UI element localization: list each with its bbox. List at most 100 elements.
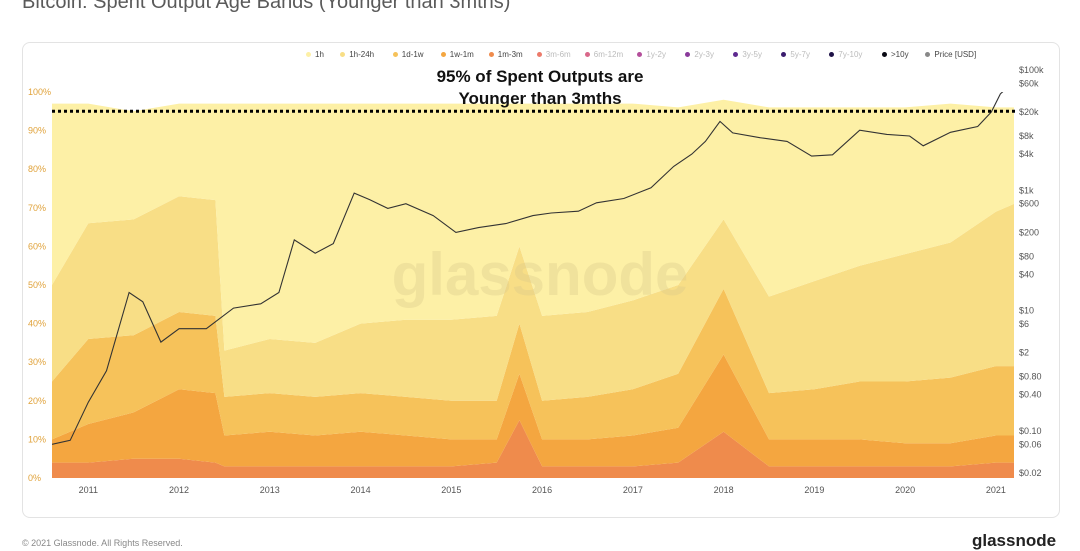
y-tick-label: 0% [28, 473, 41, 483]
y-tick-label: 50% [28, 280, 46, 290]
price-tick-label: $0.10 [1019, 426, 1042, 436]
x-tick-label: 2019 [804, 485, 824, 495]
y-axis-right-price: $100k $60k $20k $8k $4k $1k $600 $200 $80 $40 $10 $… [1019, 65, 1044, 478]
price-tick-label: $6 [1019, 319, 1029, 329]
y-tick-label: 30% [28, 357, 46, 367]
price-tick-label: $20k [1019, 107, 1039, 117]
legend-item-1m-3m[interactable]: 1m-3m [488, 49, 523, 61]
price-tick-label: $60k [1019, 78, 1039, 88]
legend-label: 1h [315, 50, 324, 59]
x-tick-label: 2021 [986, 485, 1006, 495]
area-series-1w-1m [52, 354, 1014, 467]
legend-item-3m-6m[interactable]: 3m-6m [536, 49, 571, 61]
legend-swatch [536, 52, 542, 58]
price-tick-label: $200 [1019, 227, 1039, 237]
legend-label: Price [USD] [934, 50, 977, 59]
x-tick-label: 2016 [532, 485, 552, 495]
legend-swatch [392, 52, 398, 58]
y-tick-label: 80% [28, 164, 46, 174]
legend-swatch [925, 52, 931, 58]
legend-label: 2y-3y [694, 50, 714, 59]
legend-swatch [685, 52, 691, 58]
legend-label: 1w-1m [449, 50, 474, 59]
x-tick-label: 2011 [79, 485, 98, 495]
y-tick-label: 60% [28, 241, 46, 251]
price-tick-label: $0.02 [1019, 468, 1042, 478]
legend-swatch [340, 52, 346, 58]
area-series-1d-1w [52, 288, 1014, 444]
legend-item-price-usd[interactable]: Price [USD] [925, 49, 976, 61]
x-tick-label: 2020 [895, 485, 915, 495]
annotation-line-1: 95% of Spent Outputs are [437, 67, 644, 86]
legend-swatch [637, 52, 643, 58]
legend-item-7y-10y[interactable]: 7y-10y [829, 49, 862, 61]
x-tick-label: 2017 [623, 485, 643, 495]
y-tick-label: 40% [28, 319, 46, 329]
price-tick-label: $0.80 [1019, 372, 1042, 382]
price-tick-label: $100k [1019, 65, 1044, 75]
x-tick-label: 2015 [441, 485, 461, 495]
footer-copyright: © 2021 Glassnode. All Rights Reserved. [22, 538, 183, 548]
price-tick-label: $600 [1019, 199, 1039, 209]
legend-item-10y[interactable]: >10y [882, 49, 909, 61]
x-axis-years: 2011 2012 2013 2014 2015 2016 2017 2018 2019 2020… [79, 485, 1006, 495]
y-tick-label: 90% [28, 126, 46, 136]
legend-label: 3m-6m [545, 50, 571, 59]
price-tick-label: $40 [1019, 269, 1034, 279]
y-tick-label: 20% [28, 396, 46, 406]
legend-label: 7y-10y [838, 50, 863, 59]
legend-item-5y-7y[interactable]: 5y-7y [781, 49, 810, 61]
price-tick-label: $8k [1019, 131, 1034, 141]
legend-item-2y-3y[interactable]: 2y-3y [685, 49, 714, 61]
legend-item-3y-5y[interactable]: 3y-5y [733, 49, 762, 61]
footer-brand-logo: glassnode [972, 531, 1057, 550]
area-series-1h [52, 99, 1014, 351]
legend-item-1y-2y[interactable]: 1y-2y [637, 49, 666, 61]
legend-swatch [781, 52, 787, 58]
watermark-text: glassnode [392, 241, 689, 308]
legend-swatch [488, 52, 494, 58]
legend-label: 3y-5y [742, 50, 762, 59]
legend-label: 5y-7y [790, 50, 810, 59]
legend-swatch [584, 52, 590, 58]
legend-swatch [440, 52, 446, 58]
annotation-line-2: Younger than 3mths [458, 89, 621, 108]
x-tick-label: 2018 [714, 485, 734, 495]
page-title: Bitcoin: Spent Output Age Bands (Younger… [22, 0, 511, 13]
legend-label: 1h-24h [349, 50, 375, 59]
legend-item-1d-1w[interactable]: 1d-1w [392, 49, 424, 61]
y-tick-label: 100% [28, 87, 51, 97]
stacked-areas [52, 99, 1014, 478]
legend-item-1h-24h[interactable]: 1h-24h [340, 49, 374, 61]
legend-swatch [829, 52, 835, 58]
price-line-group [52, 92, 1004, 445]
price-tick-label: $80 [1019, 251, 1034, 261]
legend-label: 1d-1w [401, 50, 424, 59]
x-tick-label: 2012 [169, 485, 189, 495]
legend-label: 6m-12m [593, 50, 624, 59]
price-tick-label: $10 [1019, 306, 1034, 316]
legend-swatch [882, 52, 887, 58]
x-tick-label: 2014 [351, 485, 371, 495]
y-tick-label: 70% [28, 203, 46, 213]
legend: 1h 1h-24h 1d-1w 1w-1m 1m-3m 3m-6m 6m-12m 1y-2y 2… [306, 49, 1046, 61]
legend-label: 1m-3m [497, 50, 523, 59]
area-series-1h-24h [52, 196, 1014, 401]
price-tick-label: $1k [1019, 185, 1034, 195]
area-series-1m-3m [52, 420, 1014, 478]
legend-item-1w-1m[interactable]: 1w-1m [440, 49, 474, 61]
y-tick-label: 10% [28, 434, 46, 444]
price-tick-label: $0.40 [1019, 390, 1042, 400]
price-tick-label: $2 [1019, 348, 1029, 358]
legend-swatch [306, 52, 311, 58]
legend-item-1h[interactable]: 1h [306, 49, 324, 61]
price-tick-label: $4k [1019, 149, 1034, 159]
price-tick-label: $0.06 [1019, 439, 1042, 449]
x-tick-label: 2013 [260, 485, 280, 495]
price-line [52, 92, 1004, 445]
legend-label: 1y-2y [646, 50, 666, 59]
legend-item-6m-12m[interactable]: 6m-12m [584, 49, 624, 61]
legend-swatch [733, 52, 739, 58]
legend-label: >10y [891, 50, 909, 59]
